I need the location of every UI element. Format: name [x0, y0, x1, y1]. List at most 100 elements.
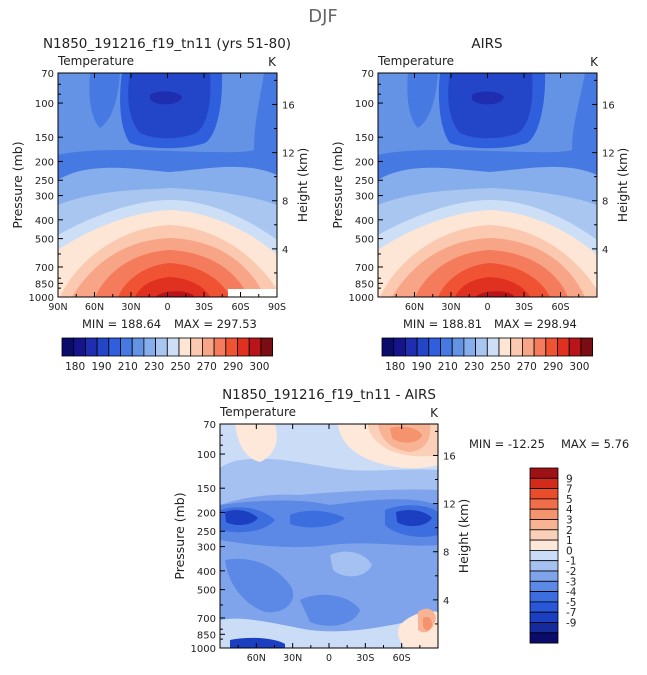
colorbar-swatch — [529, 539, 559, 551]
diff-band-7 — [390, 426, 422, 443]
colorbar-swatch — [225, 337, 238, 357]
height-axis-label: Height (km) — [295, 148, 310, 222]
panel-model-max: MAX = 297.53 — [174, 317, 257, 331]
panel-diff-contours — [220, 424, 438, 648]
colorbar-swatch — [85, 337, 98, 357]
latitude-tick-label: 30S — [356, 653, 374, 664]
colorbar-swatch — [201, 337, 215, 357]
colorbar-swatch — [108, 337, 121, 357]
colorbar-swatch — [529, 622, 559, 634]
pressure-tick-label: 300 — [35, 192, 54, 203]
pressure-tick-label: 200 — [35, 157, 54, 168]
panel-airs-min: MIN = 188.81 — [403, 317, 482, 331]
colorbar-swatch — [529, 508, 559, 520]
pressure-tick-label: 700 — [35, 263, 54, 274]
colorbar-label: 0 — [566, 545, 573, 557]
height-tick-label: 16 — [282, 100, 295, 111]
pressure-tick-label: 700 — [355, 263, 374, 274]
pressure-axis-label: Pressure (mb) — [172, 492, 187, 579]
colorbar-swatch — [475, 337, 488, 357]
pressure-tick-label: 250 — [35, 176, 54, 187]
pressure-tick-label: 1000 — [349, 293, 374, 304]
colorbar-swatch — [529, 601, 559, 613]
colorbar-swatch — [529, 477, 559, 489]
colorbar-label: 2 — [566, 525, 573, 537]
latitude-tick-label: 0 — [484, 302, 490, 313]
diff-band-10 — [290, 510, 345, 528]
colorbar-label: 250 — [170, 361, 190, 373]
latitude-tick-label: 0 — [164, 302, 170, 313]
colorbar-label: 190 — [411, 361, 431, 373]
diff-band-12 — [225, 510, 258, 526]
pressure-tick-label: 500 — [355, 235, 374, 246]
colorbar-swatch — [529, 632, 559, 644]
latitude-tick-label: 60N — [247, 653, 266, 664]
colorbar-label: 300 — [249, 361, 269, 373]
colorbar-swatch — [393, 337, 406, 357]
colorbar-label: 250 — [490, 361, 510, 373]
pressure-tick-label: 850 — [197, 630, 216, 641]
colorbar-label: 290 — [543, 361, 563, 373]
colorbar-swatch — [529, 519, 559, 531]
height-tick-label: 12 — [602, 149, 615, 160]
colorbar-swatch — [510, 337, 523, 357]
height-axis-label: Height (km) — [456, 499, 471, 573]
colorbar-swatch — [416, 337, 430, 357]
diff-band-21 — [230, 637, 285, 648]
panel-airs: AIRS Temperature K 70 100 150 200 250 300 400 5… — [330, 36, 630, 373]
height-tick-label: 4 — [282, 245, 288, 256]
pressure-tick-label: 250 — [197, 527, 216, 538]
panel-model-contours — [58, 73, 277, 297]
panel-airs-colorbar: 180 190 210 230 250 270 290 300 — [381, 337, 594, 373]
colorbar-swatch — [529, 550, 559, 562]
latitude-tick-label: 90N — [48, 302, 67, 313]
pressure-tick-label: 100 — [355, 99, 374, 110]
height-tick-label: 4 — [443, 596, 449, 607]
pressure-axis-label: Pressure (mb) — [330, 141, 345, 228]
figure-title: DJF — [308, 6, 338, 27]
colorbar-swatch — [190, 337, 203, 357]
panel-model-min: MIN = 188.64 — [82, 317, 161, 331]
colorbar-swatch — [213, 337, 227, 357]
colorbar-swatch — [440, 337, 453, 357]
panel-airs-max: MAX = 298.94 — [494, 317, 577, 331]
pressure-tick-label: 70 — [41, 69, 54, 80]
pressure-tick-label: 100 — [197, 450, 216, 461]
colorbar-label: -2 — [566, 566, 576, 578]
colorbar-swatch — [61, 337, 75, 357]
diff-band-15 — [300, 594, 360, 626]
latitude-tick-label: 60N — [405, 302, 424, 313]
panel-diff-title: N1850_191216_f19_tn11 - AIRS — [222, 387, 436, 403]
pressure-tick-label: 700 — [197, 614, 216, 625]
pressure-tick-label: 150 — [35, 133, 54, 144]
colorbar-swatch — [73, 337, 86, 357]
colorbar-swatch — [529, 488, 559, 500]
height-tick-label: 8 — [443, 548, 449, 559]
airs-band-2 — [407, 73, 438, 128]
colorbar-swatch — [529, 529, 559, 541]
pressure-tick-label: 400 — [35, 216, 54, 227]
pressure-tick-label: 150 — [355, 133, 374, 144]
colorbar-swatch — [428, 337, 441, 357]
colorbar-label: 230 — [464, 361, 484, 373]
colorbar-label: -5 — [566, 597, 576, 609]
diff-band-3 — [235, 424, 277, 462]
airs-band-14 — [455, 277, 530, 297]
colorbar-label: 1 — [566, 535, 573, 547]
latitude-tick-label: 90S — [268, 302, 286, 313]
height-tick-label: 12 — [443, 500, 456, 511]
panel-model-axes: 70 100 150 200 250 300 400 500 700 850 1000 16 12 8 4 9… — [10, 69, 310, 313]
colorbar-label: 5 — [566, 494, 573, 506]
pressure-tick-label: 850 — [355, 279, 374, 290]
model-band-2 — [89, 73, 120, 128]
pressure-tick-label: 1000 — [29, 293, 54, 304]
colorbar-swatch — [166, 337, 180, 357]
latitude-tick-label: 30N — [441, 302, 460, 313]
pressure-tick-label: 70 — [361, 69, 374, 80]
pressure-tick-label: 400 — [197, 567, 216, 578]
pressure-tick-label: 300 — [197, 543, 216, 554]
colorbar-label: 270 — [517, 361, 537, 373]
colorbar-swatch — [178, 337, 192, 357]
